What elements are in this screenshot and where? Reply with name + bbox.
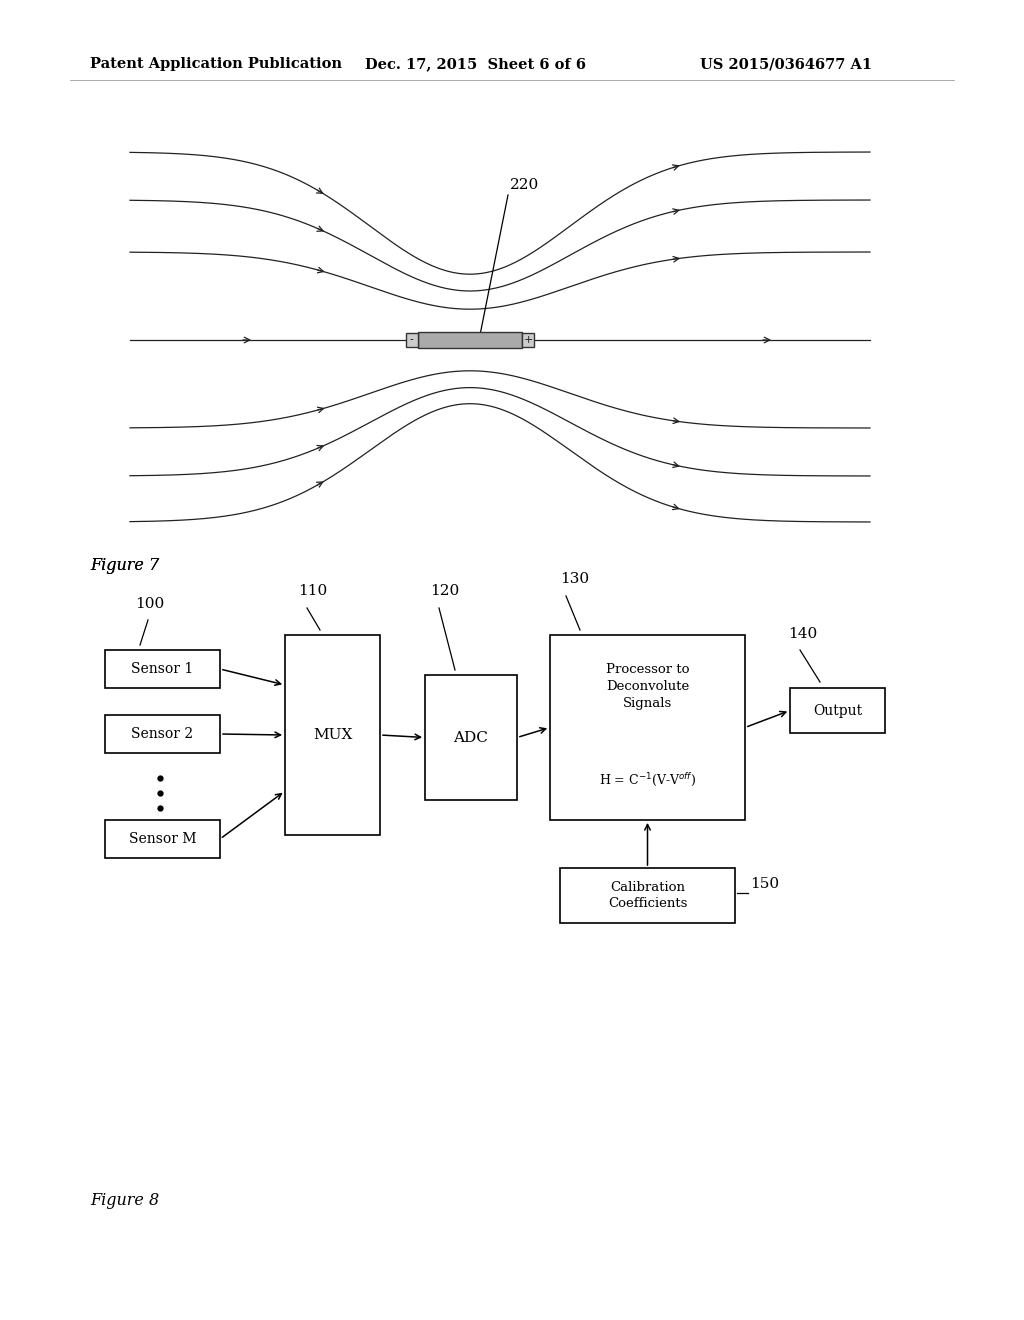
Text: 140: 140 xyxy=(788,627,817,642)
Bar xyxy=(105,649,220,688)
Bar xyxy=(425,675,517,800)
Bar xyxy=(522,333,534,347)
Text: Sensor 1: Sensor 1 xyxy=(131,663,194,676)
Text: Sensor 2: Sensor 2 xyxy=(131,727,194,741)
Bar xyxy=(418,333,522,348)
Bar xyxy=(790,688,885,733)
Bar xyxy=(550,635,745,820)
Text: -: - xyxy=(410,335,413,345)
Text: Output: Output xyxy=(813,704,862,718)
Text: Calibration
Coefficients: Calibration Coefficients xyxy=(608,880,687,909)
Text: 120: 120 xyxy=(430,583,459,598)
Text: +: + xyxy=(523,335,532,345)
Text: US 2015/0364677 A1: US 2015/0364677 A1 xyxy=(700,57,872,71)
Text: H = C$^{-1}$(V-V$^{off}$): H = C$^{-1}$(V-V$^{off}$) xyxy=(599,771,696,788)
Text: 100: 100 xyxy=(135,597,164,611)
Bar xyxy=(285,635,380,836)
Bar xyxy=(105,820,220,858)
Text: MUX: MUX xyxy=(312,729,352,742)
Text: 220: 220 xyxy=(510,178,540,191)
Text: ADC: ADC xyxy=(454,730,488,744)
Text: Patent Application Publication: Patent Application Publication xyxy=(90,57,342,71)
Text: Figure 7: Figure 7 xyxy=(90,557,159,574)
Bar xyxy=(406,333,418,347)
Text: Dec. 17, 2015  Sheet 6 of 6: Dec. 17, 2015 Sheet 6 of 6 xyxy=(365,57,586,71)
Bar xyxy=(560,869,735,923)
Text: 130: 130 xyxy=(560,572,589,586)
Text: Sensor M: Sensor M xyxy=(129,832,197,846)
Text: 150: 150 xyxy=(750,876,779,891)
Text: 110: 110 xyxy=(298,583,328,598)
Text: Figure 7: Figure 7 xyxy=(90,557,159,574)
Text: Figure 8: Figure 8 xyxy=(90,1192,159,1209)
Text: Processor to
Deconvolute
Signals: Processor to Deconvolute Signals xyxy=(606,663,689,710)
Bar xyxy=(105,715,220,752)
